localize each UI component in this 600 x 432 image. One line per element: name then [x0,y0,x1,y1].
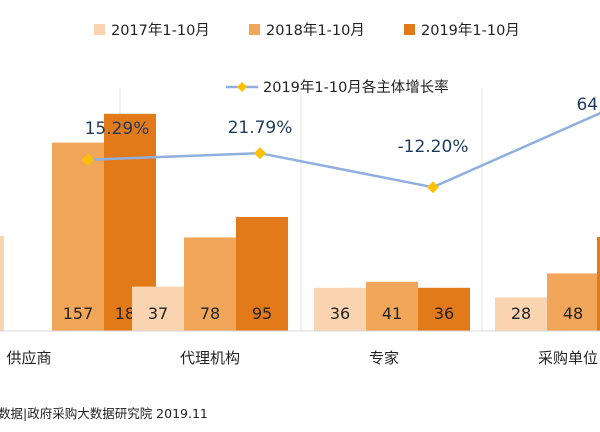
bar-1-2 [236,217,288,331]
growth-marker-2 [427,181,439,194]
growth-label-3: 64. [576,95,600,115]
legend-label-2: 2019年1-10月 [421,22,520,39]
legend-swatch-1 [249,24,260,35]
bar-1-0 [132,286,184,331]
bar-2-2 [418,287,470,331]
growth-line [87,111,600,189]
growth-label-2: -12.20% [398,137,469,157]
bar-value-label-0-1: 157 [63,304,94,323]
bar-2-0 [314,287,366,331]
legend-label-line: 2019年1-10月各主体增长率 [263,79,449,96]
growth-label-0: 15.29% [85,119,150,139]
bar-value-label-2-1: 41 [382,304,402,323]
category-label-0: 供应商 [6,349,51,367]
bar-1-1 [184,237,236,331]
bar-0-1 [52,142,104,331]
legend-swatch-0 [94,24,105,35]
bar-value-label-3-1: 48 [563,304,583,323]
bar-3-2 [597,237,600,331]
legend: 2017年1-10月 2018年1-10月 2019年1-10月 2019年1-10月… [94,22,520,96]
bar-value-label-1-0: 37 [148,304,168,323]
bar-value-label-2-0: 36 [330,304,350,323]
bar-value-label-2-2: 36 [434,304,454,323]
growth-label-1: 21.79% [228,118,293,138]
bar-series: 157 181 37 78 95 36 41 36 28 48 [0,113,600,332]
legend-swatch-2 [404,24,415,35]
growth-marker-0 [82,153,94,166]
bar-2-1 [366,281,418,331]
growth-line-series: 15.29% 21.79% -12.20% 64. [82,95,600,194]
source-note: 数据|政府采购大数据研究院 2019.11 [0,406,208,421]
bar-value-label-3-0: 28 [511,304,531,323]
bar-0-0 [0,236,4,331]
growth-marker-1 [254,147,266,160]
legend-label-1: 2018年1-10月 [266,22,365,39]
category-label-2: 专家 [369,349,399,367]
category-label-1: 代理机构 [180,349,240,367]
category-labels: 供应商 代理机构 专家 采购单位 [6,349,598,367]
bar-3-0 [495,297,547,331]
category-label-3: 采购单位 [538,349,598,367]
legend-label-0: 2017年1-10月 [111,22,210,39]
legend-line-marker [237,82,247,92]
bar-3-1 [547,273,599,331]
bar-value-label-1-1: 78 [200,304,220,323]
bar-value-label-1-2: 95 [252,304,272,323]
